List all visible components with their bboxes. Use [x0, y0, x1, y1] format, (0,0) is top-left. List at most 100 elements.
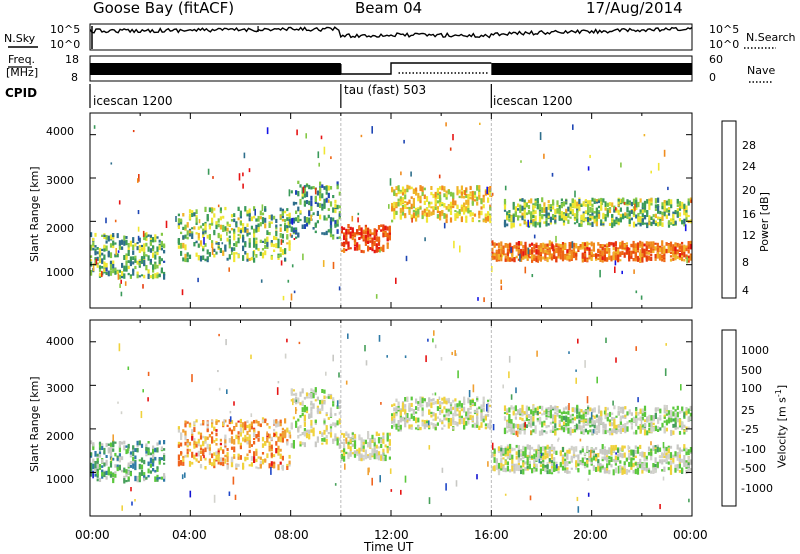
- velocity-cell: [614, 455, 617, 460]
- power-cell: [382, 232, 385, 238]
- power-cell: [423, 200, 426, 205]
- velocity-cell: [421, 410, 424, 415]
- power-cell: [186, 257, 189, 263]
- velocity-cell: [473, 410, 477, 413]
- power-cell: [399, 189, 402, 192]
- power-cell: [568, 251, 571, 255]
- power-cell: [678, 201, 682, 207]
- velocity-cell: [525, 416, 528, 421]
- power-cell: [288, 240, 291, 245]
- power-cell: [469, 193, 472, 197]
- power-cell: [255, 240, 258, 246]
- power-cell: [308, 217, 311, 223]
- power-cell: [325, 217, 328, 221]
- velocity-cell: [623, 452, 626, 458]
- power-cell: [297, 206, 300, 212]
- velocity-cell: [367, 455, 370, 459]
- velocity-cell: [623, 463, 626, 469]
- power-cell: [544, 258, 547, 261]
- velocity-cell: [152, 468, 155, 472]
- power-cell: [255, 243, 258, 250]
- power-speck: [620, 162, 622, 168]
- power-cell: [634, 247, 637, 254]
- velocity-cell: [685, 426, 688, 430]
- power-cell: [213, 231, 216, 236]
- power-cell: [628, 218, 631, 224]
- power-cell: [661, 240, 664, 246]
- power-cell: [297, 215, 300, 218]
- power-cell: [213, 248, 216, 252]
- power-cell: [364, 224, 367, 228]
- velocity-cell: [421, 413, 424, 417]
- velocity-cell: [528, 460, 531, 466]
- velocity-cell: [467, 414, 470, 417]
- power-cell: [663, 210, 666, 217]
- power-cell: [377, 227, 381, 230]
- power-cell: [531, 249, 534, 255]
- power-cell: [248, 238, 251, 244]
- velocity-cell: [564, 461, 567, 466]
- velocity-cell: [669, 445, 673, 449]
- power-cell: [661, 259, 664, 262]
- velocity-cell: [480, 416, 483, 422]
- velocity-cell: [528, 457, 531, 460]
- power-cell: [149, 234, 152, 239]
- velocity-cell: [537, 454, 540, 459]
- power-cell: [188, 209, 192, 214]
- power-cell: [683, 259, 686, 262]
- power-cell: [567, 213, 570, 218]
- power-cell: [149, 241, 152, 246]
- power-cell: [465, 195, 468, 198]
- velocity-speck: [217, 370, 219, 373]
- velocity-cell: [242, 466, 245, 470]
- velocity-cell: [386, 447, 389, 454]
- power-cell: [259, 239, 262, 243]
- velocity-cell: [578, 419, 581, 424]
- power-cell: [184, 253, 187, 259]
- power-cell: [482, 204, 485, 209]
- power-cell: [586, 245, 589, 250]
- power-cell: [685, 215, 688, 222]
- power-cell: [279, 207, 282, 212]
- power-cell: [399, 191, 402, 194]
- power-cell: [410, 196, 413, 199]
- velocity-cell: [134, 448, 137, 452]
- velocity-cell: [621, 453, 624, 459]
- power-cell: [237, 254, 240, 258]
- velocity-cell: [432, 423, 435, 429]
- power-cell: [528, 249, 531, 255]
- velocity-cell: [96, 466, 99, 472]
- power-cell: [683, 218, 686, 224]
- velocity-cell: [532, 429, 535, 433]
- power-cell: [556, 208, 559, 214]
- velocity-cell: [476, 411, 479, 414]
- velocity-cell: [325, 425, 328, 430]
- power-cell: [362, 250, 365, 254]
- velocity-speck: [389, 468, 392, 474]
- power-cell: [583, 243, 587, 246]
- power-cell: [177, 213, 180, 217]
- power-cell: [591, 197, 594, 202]
- power-cell: [495, 250, 498, 253]
- velocity-cell: [188, 441, 192, 446]
- power-cell: [511, 250, 514, 255]
- power-cell: [676, 211, 679, 217]
- power-cell: [630, 210, 633, 214]
- power-cell: [657, 209, 660, 214]
- power-cell: [597, 200, 601, 204]
- power-cell: [535, 242, 538, 247]
- power-cell: [334, 199, 337, 204]
- power-cell: [323, 232, 326, 236]
- power-cell: [206, 216, 209, 222]
- velocity-cell: [239, 427, 242, 433]
- power-cell: [436, 214, 439, 219]
- velocity-cell: [332, 441, 335, 444]
- velocity-cell: [246, 436, 249, 440]
- power-cell: [105, 235, 108, 240]
- power-cell: [98, 248, 102, 252]
- power-cell: [408, 185, 411, 190]
- power-cell: [576, 218, 579, 224]
- velocity-speck: [617, 465, 620, 474]
- power-cell: [524, 250, 527, 256]
- power-cell: [215, 241, 218, 244]
